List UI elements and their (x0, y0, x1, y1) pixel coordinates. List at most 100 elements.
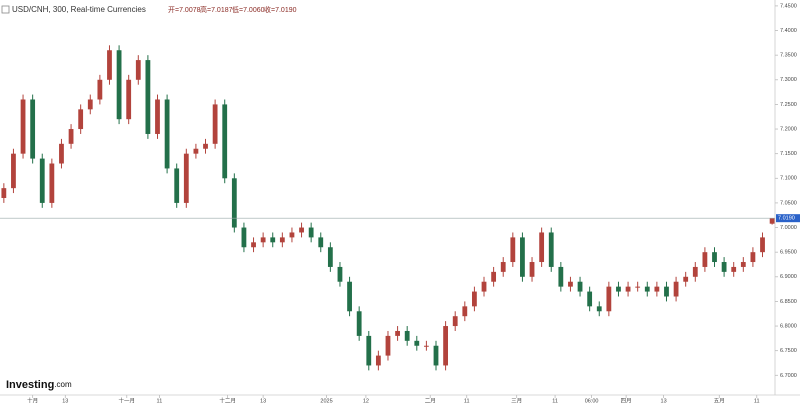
candle-body (683, 276, 689, 282)
candle-body (30, 99, 36, 159)
x-tick-label: 2025 (320, 398, 332, 404)
candle-body (520, 237, 525, 277)
y-tick-label: 7.2000 (780, 126, 797, 132)
candle-body (87, 99, 93, 110)
x-tick-label: 十二月 (219, 396, 236, 404)
candle-body (145, 60, 151, 134)
y-tick-label: 7.2500 (780, 102, 797, 108)
candle-body (260, 237, 266, 243)
candle-body (712, 252, 717, 263)
candle-body (769, 218, 775, 224)
candle-body (404, 330, 410, 341)
candle-body (472, 291, 477, 307)
candle-body (635, 286, 641, 288)
y-tick-label: 6.8500 (780, 299, 797, 305)
candle-body (395, 330, 400, 336)
candle-body (155, 99, 160, 134)
candle-body (126, 79, 132, 120)
candle-body (740, 262, 746, 267)
y-tick-label: 7.0500 (780, 200, 797, 206)
symbol-icon (1, 5, 10, 14)
y-tick-label: 7.0000 (780, 225, 797, 231)
y-tick-label: 7.4500 (780, 3, 797, 9)
candle-body (318, 237, 324, 248)
candle-body (702, 252, 708, 267)
candle-body (616, 286, 621, 292)
last-price-badge (776, 214, 800, 223)
candle-body (308, 227, 314, 238)
candle-body (231, 178, 237, 228)
candle-body (49, 163, 55, 203)
candle-body (692, 266, 698, 277)
y-tick-label: 7.4000 (780, 28, 797, 34)
x-tick-label: 四月 (621, 397, 632, 404)
x-tick-label: 11 (464, 398, 470, 404)
candle-body (721, 262, 727, 272)
candle-body (327, 247, 333, 267)
candle-body (548, 232, 554, 267)
candle-body (299, 227, 304, 233)
candle-body (500, 262, 506, 272)
candle-body (462, 306, 468, 317)
candle-body (644, 286, 650, 292)
ohlc-value: 高=7.0187 (200, 5, 233, 14)
candle-body (20, 99, 26, 154)
x-tick-label: 二月 (425, 397, 436, 404)
candle-body (452, 316, 458, 327)
x-tick-label: 11 (552, 398, 558, 404)
candle-body (11, 153, 16, 189)
candle-body (251, 242, 256, 248)
candle-body (241, 227, 247, 248)
candle-body (731, 266, 737, 272)
x-tick-label: 06:00 (585, 398, 599, 404)
candle-body (510, 237, 516, 263)
candle-body (529, 262, 535, 277)
candle-body (97, 79, 103, 100)
candle-body (203, 143, 208, 149)
candle-body (558, 266, 564, 287)
candle-body (107, 50, 112, 80)
candle-body (606, 286, 612, 312)
y-tick-label: 6.7000 (780, 373, 797, 379)
brand-name: Investing (6, 379, 54, 391)
ohlc-value: 收=7.0190 (264, 5, 297, 14)
y-tick-label: 7.1000 (780, 176, 797, 182)
candle-body (375, 355, 381, 366)
x-tick-label: 13 (661, 398, 667, 404)
x-tick-label: 五月 (714, 397, 725, 404)
y-tick-label: 7.1500 (780, 151, 797, 157)
candle-body (183, 153, 189, 203)
y-tick-label: 6.9500 (780, 250, 797, 256)
candle-body (1, 188, 7, 198)
candle-body (491, 271, 497, 282)
candle-body (222, 104, 228, 179)
ohlc-value: 低=7.0060 (232, 5, 265, 14)
y-tick-label: 7.3000 (780, 77, 797, 83)
candle-body (289, 232, 295, 238)
candle-body (164, 99, 170, 169)
y-tick-label: 7.3500 (780, 53, 797, 59)
x-tick-label: 13 (260, 398, 266, 404)
candle-body (174, 168, 180, 203)
candle-body (135, 60, 141, 80)
x-tick-label: 三月 (511, 397, 522, 404)
candle-body (212, 104, 218, 144)
candle-body (39, 158, 45, 203)
x-tick-label: 12 (363, 398, 369, 404)
candle-body (539, 232, 545, 263)
candle-body (414, 340, 420, 346)
candle-body (423, 345, 429, 347)
candle-body (279, 237, 285, 243)
candle-body (673, 281, 679, 297)
candle-body (568, 281, 573, 287)
last-price-label: 7.0190 (778, 216, 795, 222)
candle-body (654, 286, 660, 292)
x-tick-label: 13 (62, 398, 68, 404)
x-tick-label: 十一月 (119, 396, 136, 404)
candle-body (625, 286, 631, 292)
x-tick-label: 11 (754, 398, 760, 404)
candle-body (385, 335, 391, 356)
